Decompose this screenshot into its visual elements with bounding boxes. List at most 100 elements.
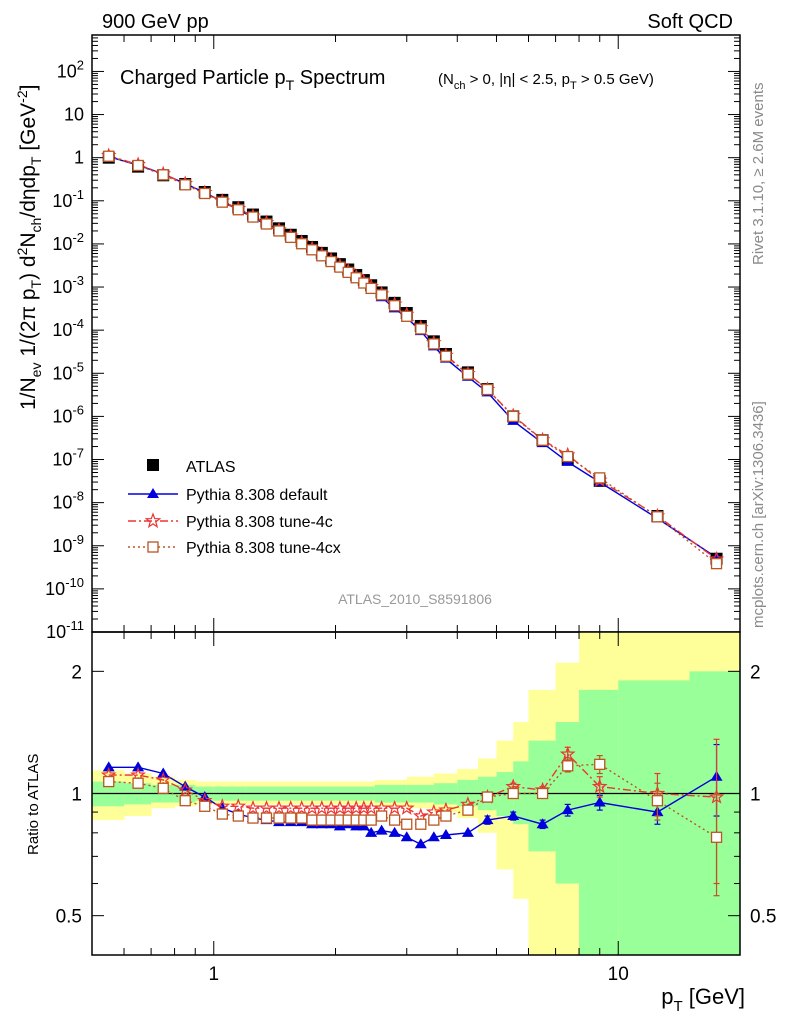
main-y-label: 1/Nev 1/(2π pT) d2Nch/dηdpT [GeV-2] (14, 85, 44, 410)
ratio-point-tune4cx (132, 777, 144, 789)
data-point-tune4cx (440, 350, 452, 362)
ratio-point-tune4cx (247, 812, 259, 824)
legend-label-default: Pythia 8.308 default (186, 487, 328, 504)
ratio-point-default (439, 829, 452, 840)
legend-entry-default: Pythia 8.308 default (128, 487, 328, 504)
ratio-ticks: 0.5 0.5 1 1 2 2 1 10 (56, 632, 776, 985)
data-point-tune4cx (306, 244, 318, 256)
data-point-tune4cx (296, 238, 308, 250)
data-point-tune4cx (157, 169, 169, 181)
series-line-tune4c (108, 155, 717, 560)
data-point-tune4cx (247, 211, 259, 223)
data-point-tune4cx (651, 511, 664, 523)
ratio-point-tune4cx (710, 831, 723, 843)
ratio-point-tune4cx (285, 812, 297, 824)
ratio-bands (92, 632, 741, 955)
main-y-tick-label: 10-10 (45, 575, 84, 599)
ratio-point-default (400, 831, 413, 842)
mcplots-label: mcplots.cern.ch [arXiv:1306.3436] (750, 401, 767, 628)
ratio-point-tune4cx (316, 814, 328, 826)
data-point-tune4cx (388, 300, 401, 312)
ratio-y-tick-label-right: 0.5 (750, 907, 776, 928)
data-point-tune4cx (260, 218, 273, 230)
legend-entry-tune4cx: Pythia 8.308 tune-4cx (128, 540, 341, 557)
data-point-tune4cx (462, 368, 474, 380)
ratio-point-tune4c (591, 778, 608, 794)
legend-entry-atlas: ATLAS (147, 459, 236, 476)
ratio-y-label: Ratio to ATLAS (25, 754, 42, 855)
collision-label: 900 GeV pp (102, 11, 209, 33)
main-ticks: 10-1110-1010-910-810-710-610-510-410-310… (45, 34, 741, 642)
main-y-tick-label: 10-3 (52, 273, 84, 297)
uncertainty-band-inner (555, 722, 580, 884)
main-y-tick-label: 10-5 (52, 359, 84, 383)
main-y-tick-label: 10-8 (52, 489, 84, 513)
legend-label-atlas: ATLAS (186, 459, 236, 476)
data-point-tune4cx (103, 150, 115, 162)
ratio-point-default (365, 826, 378, 837)
ratio-point-default (427, 831, 440, 842)
ratio-point-tune4c (245, 799, 261, 815)
legend-label-tune4cx: Pythia 8.308 tune-4cx (186, 540, 341, 557)
ratio-y-tick-label-right: 1 (750, 785, 761, 806)
ratio-point-default (375, 824, 388, 835)
data-point-tune4cx (594, 472, 606, 484)
data-point-tune4cx (285, 231, 297, 244)
data-point-tune4cx (273, 225, 285, 237)
data-point-tune4cx (401, 310, 413, 322)
ratio-point-default (536, 818, 549, 829)
ratio-point-tune4cx (375, 810, 388, 822)
ratio-point-tune4c (386, 799, 403, 815)
legend-entry-tune4c: Pythia 8.308 tune-4c (128, 512, 333, 531)
rivet-label: Rivet 3.1.10, ≥ 2.6M events (750, 83, 767, 266)
ratio-point-tune4cx (536, 787, 549, 800)
ratio-point-tune4c (177, 781, 194, 797)
main-y-tick-label: 102 (57, 57, 84, 81)
main-y-tick-label: 10-1 (52, 187, 84, 211)
ratio-point-tune4cx (440, 810, 452, 822)
ratio-point-tune4cx (507, 787, 519, 800)
ratio-panel: 0.5 0.5 1 1 2 2 1 10 Ratio to ATLAS (25, 631, 776, 985)
legend: ATLAS Pythia 8.308 default Pythia 8.308 … (128, 459, 341, 557)
ratio-point-tune4cx (428, 814, 440, 826)
ratio-point-default (388, 826, 401, 837)
main-y-tick-label: 10-9 (52, 532, 84, 556)
ratio-point-tune4cx (462, 804, 474, 816)
spectrum-panel: 10-1110-1010-910-810-710-610-510-410-310… (14, 34, 741, 642)
ratio-point-tune4cx (594, 758, 606, 770)
ratio-point-tune4cx (296, 812, 308, 824)
x-axis-label: pT [GeV] (661, 984, 745, 1015)
ratio-point-tune4cx (365, 814, 377, 826)
data-point-tune4cx (415, 323, 427, 335)
main-y-tick-label: 10-6 (52, 402, 84, 426)
main-y-tick-label: 10-11 (46, 618, 84, 642)
data-point-tune4cx (481, 383, 494, 396)
x-tick-label: 10 (608, 964, 629, 985)
main-y-tick-label: 10-4 (52, 316, 84, 340)
ratio-point-default (561, 804, 574, 815)
ratio-point-default (593, 796, 606, 807)
data-point-tune4cx (710, 557, 723, 570)
ratio-point-default (414, 838, 427, 849)
ratio-y-tick-label: 2 (71, 662, 82, 683)
data-point-tune4cx (316, 250, 328, 262)
svg-text:1/Nev 1/(2π pT) d2Nch/dηdpT: 1/Nev 1/(2π pT) d2Nch/dηdpT [GeV-2] (14, 85, 44, 410)
data-point-tune4cx (199, 187, 211, 200)
uncertainty-band-inner (618, 680, 690, 955)
ratio-y-tick-label: 1 (71, 785, 82, 806)
ratio-point-tune4cx (199, 800, 211, 812)
ratio-point-default (507, 810, 520, 821)
ratio-point-default (102, 761, 115, 772)
ratio-point-tune4cx (273, 812, 285, 824)
main-series (101, 147, 725, 570)
ratio-point-tune4cx (157, 782, 169, 794)
ratio-point-tune4cx (232, 810, 244, 822)
ratio-point-tune4cx (415, 818, 427, 830)
data-point-tune4cx (562, 450, 574, 463)
main-y-tick-label: 1 (74, 148, 84, 168)
category-label: Soft QCD (647, 11, 733, 33)
ratio-point-tune4c (230, 798, 247, 813)
ratio-point-tune4cx (260, 812, 273, 824)
analysis-tag: ATLAS_2010_S8591806 (338, 591, 492, 607)
